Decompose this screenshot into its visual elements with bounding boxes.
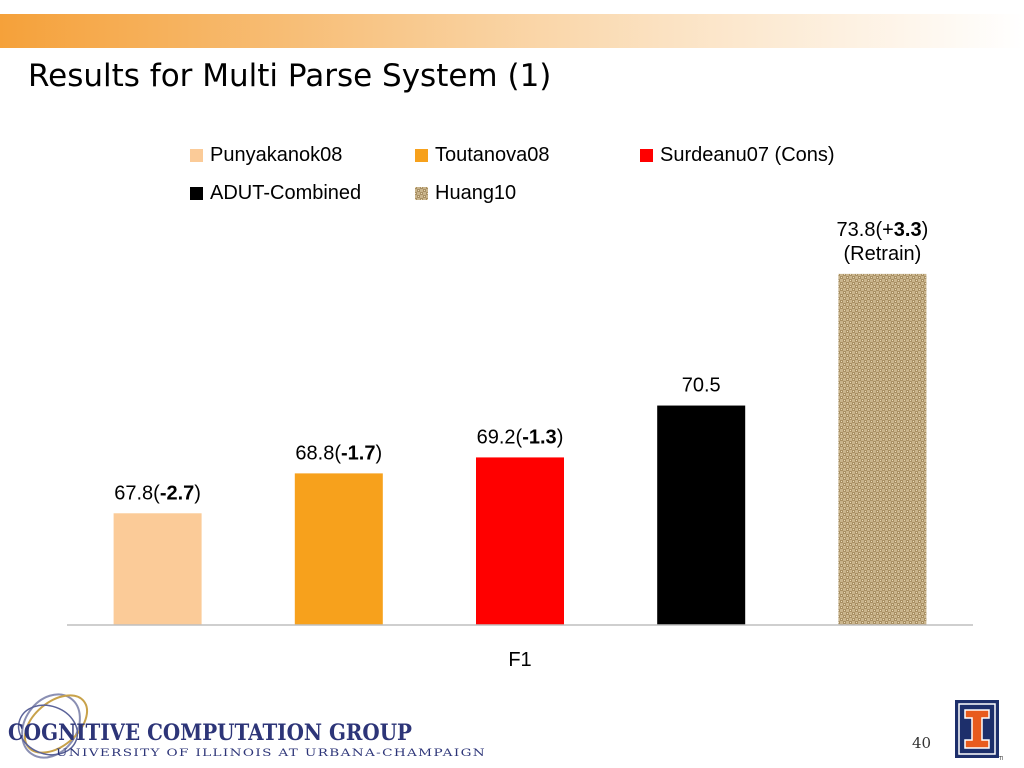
legend-swatch-huang10 bbox=[415, 187, 428, 200]
data-label-surdeanu07-cons: 69.2(-1.3) bbox=[477, 426, 564, 448]
bar-toutanova08 bbox=[294, 473, 383, 625]
title-gradient-band bbox=[0, 14, 1024, 48]
legend-label-adut-combined: ADUT-Combined bbox=[210, 182, 361, 204]
bars: 67.8(-2.7) 68.8(-1.7) 69.2(-1.3) 70.5 73.8(+… bbox=[113, 219, 929, 625]
legend: Punyakanok08 Toutanova08 Surdeanu07 (Cons)… bbox=[190, 144, 835, 204]
logo-text: COGNITIVE COMPUTATION GROUP bbox=[8, 720, 412, 746]
bar-adut-combined bbox=[657, 405, 746, 625]
bar-chart: Punyakanok08 Toutanova08 Surdeanu07 (Cons)… bbox=[67, 144, 973, 671]
slide-title: Results for Multi Parse System (1) bbox=[28, 58, 552, 94]
bar-punyakanok08 bbox=[113, 513, 202, 625]
data-label-huang10: 73.8(+3.3) bbox=[837, 219, 929, 241]
legend-swatch-punyakanok08 bbox=[190, 149, 203, 162]
swoosh-icon bbox=[17, 693, 88, 759]
legend-label-punyakanok08: Punyakanok08 bbox=[210, 144, 342, 166]
university-i-logo: TM bbox=[955, 700, 1003, 762]
page-number: 40 bbox=[912, 734, 932, 752]
legend-swatch-adut-combined bbox=[190, 187, 203, 200]
bar-huang10 bbox=[838, 273, 927, 625]
legend-label-surdeanu07-cons: Surdeanu07 (Cons) bbox=[660, 144, 835, 166]
legend-swatch-surdeanu07-cons bbox=[640, 149, 653, 162]
legend-label-toutanova08: Toutanova08 bbox=[435, 144, 550, 166]
bar-surdeanu07-cons bbox=[476, 457, 564, 625]
x-axis-label: F1 bbox=[508, 649, 531, 671]
legend-label-huang10: Huang10 bbox=[435, 182, 516, 204]
legend-swatch-toutanova08 bbox=[415, 149, 428, 162]
svg-text:TM: TM bbox=[998, 756, 1003, 762]
data-label-toutanova08: 68.8(-1.7) bbox=[295, 442, 382, 464]
data-label-note-huang10: (Retrain) bbox=[844, 243, 922, 265]
logo-subtext: UNIVERSITY OF ILLINOIS AT URBANA-CHAMPAI… bbox=[56, 748, 486, 759]
cognitive-computation-group-logo: COGNITIVE COMPUTATION GROUP UNIVERSITY O… bbox=[8, 693, 486, 759]
data-label-punyakanok08: 67.8(-2.7) bbox=[114, 482, 201, 504]
data-label-adut-combined: 70.5 bbox=[682, 375, 721, 397]
